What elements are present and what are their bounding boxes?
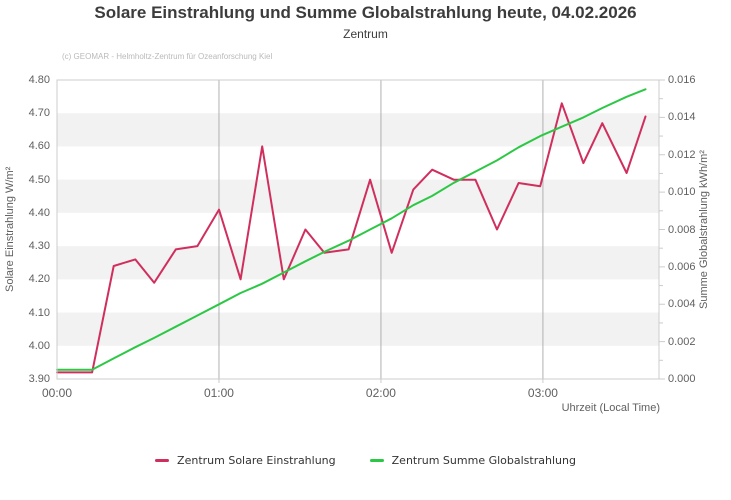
legend-line-marker-summe — [369, 459, 384, 462]
x-tick-label: 01:00 — [203, 386, 234, 400]
legend-line-marker-solare — [155, 459, 170, 462]
plot-border — [56, 79, 660, 380]
series-line-summe-globalstrahlung — [56, 88, 647, 371]
y-right-tick-label: 0.002 — [668, 335, 696, 348]
y-left-tick-label: 4.60 — [28, 140, 50, 153]
y-left-tick-label: 4.20 — [28, 273, 50, 286]
legend-label-solare: Zentrum Solare Einstrahlung — [177, 454, 336, 467]
y-left-tick-label: 4.40 — [28, 206, 50, 219]
y-right-tick-label: 0.016 — [668, 74, 696, 86]
y-left-tick-label: 4.70 — [28, 107, 50, 120]
chart-title: Solare Einstrahlung und Summe Globalstra… — [94, 3, 637, 22]
y-left-tick-label: 4.30 — [28, 240, 50, 253]
legend: Zentrum Solare Einstrahlung Zentrum Summ… — [0, 454, 731, 467]
y-left-tick-label: 4.50 — [28, 173, 50, 186]
y-left-tick-label: 4.80 — [28, 74, 50, 86]
y-right-tick-label: 0.008 — [668, 223, 696, 236]
chart-subtitle: Zentrum — [343, 27, 388, 41]
y-right-tick-label: 0.014 — [668, 111, 696, 124]
y-right-tick-label: 0.000 — [668, 373, 696, 385]
y-left-tick-label: 3.90 — [28, 373, 50, 385]
plot-bands — [57, 113, 659, 346]
axis-tick-marks — [218, 79, 665, 383]
y-left-tick-label: 4.10 — [28, 306, 50, 319]
x-tick-label: 03:00 — [527, 386, 558, 400]
x-tick-label: 00:00 — [41, 386, 73, 400]
copyright-credit: (c) GEOMAR - Helmholtz-Zentrum für Ozean… — [62, 52, 273, 61]
y-right-tick-label: 0.010 — [668, 186, 696, 199]
legend-label-summe: Zentrum Summe Globalstrahlung — [391, 454, 576, 467]
x-axis-title: Uhrzeit (Local Time) — [561, 402, 660, 414]
gridlines — [218, 80, 544, 379]
y-right-tick-label: 0.006 — [668, 260, 696, 273]
series-lines — [56, 88, 647, 374]
y-left-tick-label: 4.00 — [28, 339, 50, 352]
x-tick-label: 02:00 — [365, 386, 396, 400]
y-right-tick-label: 0.004 — [668, 298, 696, 311]
legend-item-solare-einstrahlung[interactable]: Zentrum Solare Einstrahlung — [155, 454, 336, 467]
series-line-solare-einstrahlung — [56, 102, 647, 374]
y-right-tick-label: 0.012 — [668, 148, 696, 161]
legend-item-summe-globalstrahlung[interactable]: Zentrum Summe Globalstrahlung — [369, 454, 576, 467]
